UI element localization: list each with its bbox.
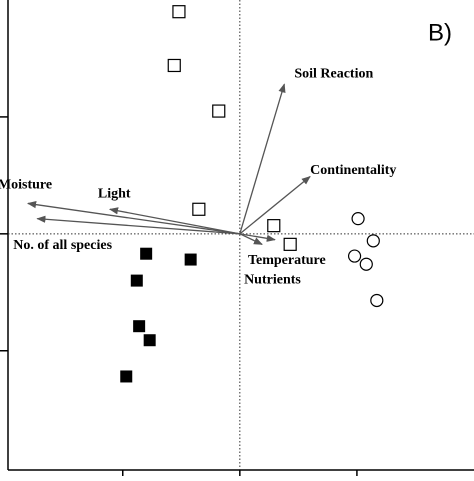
arrow (108, 207, 240, 235)
point (143, 334, 156, 347)
point (370, 293, 384, 308)
panel-label: B) (428, 19, 452, 46)
point (120, 370, 133, 383)
point (359, 257, 373, 271)
point (133, 320, 146, 333)
arrow-label: Moisture (0, 178, 52, 193)
arrow (27, 200, 240, 235)
arrow-label: Temperature (248, 253, 326, 268)
point (130, 274, 143, 287)
arrow-label: Soil Reaction (294, 66, 373, 81)
point (140, 247, 153, 260)
arrow (239, 233, 276, 242)
arrow (239, 83, 286, 235)
arrow-label: Nutrients (244, 273, 301, 288)
point (167, 58, 181, 73)
point (192, 202, 206, 216)
arrow-label: Continentality (310, 163, 396, 178)
point (366, 234, 380, 248)
point (347, 249, 362, 263)
point (212, 104, 226, 118)
arrow-label: No. of all species (13, 238, 112, 253)
point (172, 5, 186, 19)
point (267, 219, 281, 233)
arrow (239, 233, 263, 245)
arrow-label: Light (98, 186, 131, 201)
arrow (239, 175, 311, 235)
point (184, 253, 197, 266)
point (351, 212, 365, 226)
point (283, 237, 297, 251)
arrow (36, 215, 240, 235)
